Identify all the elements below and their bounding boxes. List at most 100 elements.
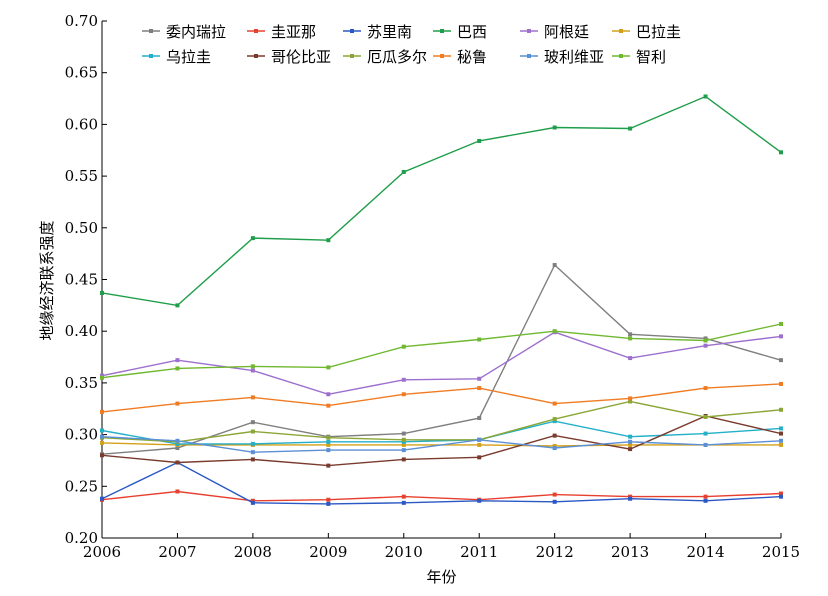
legend-marker <box>440 54 444 58</box>
x-tick-label: 2013 <box>611 543 649 561</box>
data-point <box>779 381 783 386</box>
data-point <box>779 438 783 443</box>
data-point <box>100 453 104 458</box>
data-point <box>779 334 783 339</box>
legend-item: 委内瑞拉 <box>142 23 226 41</box>
data-point <box>401 500 406 505</box>
legend-item: 秘鲁 <box>433 48 487 66</box>
data-point <box>477 138 482 143</box>
legend-item: 哥伦比亚 <box>247 48 331 66</box>
data-point <box>628 447 633 452</box>
data-point <box>477 386 482 391</box>
data-point <box>628 434 633 439</box>
series-line <box>101 95 782 307</box>
data-point <box>477 498 482 503</box>
legend-marker <box>254 29 258 33</box>
data-point <box>250 498 255 503</box>
data-point <box>175 438 180 443</box>
y-tick-label: 0.60 <box>65 115 98 133</box>
x-tick-label: 2014 <box>686 543 724 561</box>
series-line <box>101 331 782 396</box>
legend-label: 巴拉圭 <box>636 23 681 41</box>
data-point <box>326 365 331 370</box>
legend-label: 哥伦比亚 <box>271 48 331 66</box>
data-point <box>628 336 633 341</box>
series-12 <box>100 321 783 380</box>
series-line <box>101 415 782 467</box>
legend-label: 委内瑞拉 <box>166 23 226 41</box>
data-point <box>703 386 708 391</box>
data-point <box>250 500 255 505</box>
series-line <box>101 383 782 413</box>
legend-marker <box>350 29 354 33</box>
data-point <box>628 494 633 499</box>
legend-marker <box>527 54 531 58</box>
data-point <box>401 457 406 462</box>
series-line <box>101 461 782 505</box>
legend-label: 巴西 <box>457 23 487 41</box>
data-point <box>100 409 104 414</box>
series-line <box>101 420 782 445</box>
y-tick-label: 0.55 <box>65 167 98 185</box>
data-point <box>628 399 633 404</box>
data-point <box>779 491 783 496</box>
data-point <box>703 498 708 503</box>
data-point <box>175 460 180 465</box>
data-point <box>100 496 104 501</box>
legend-label: 苏里南 <box>367 23 412 41</box>
data-point <box>250 395 255 400</box>
data-point <box>779 321 783 326</box>
data-point <box>175 358 180 363</box>
data-point <box>401 442 406 447</box>
legend-marker <box>440 29 444 33</box>
data-point <box>250 457 255 462</box>
data-point <box>703 415 708 420</box>
data-point <box>477 416 482 421</box>
data-point <box>779 358 783 363</box>
data-point <box>250 420 255 425</box>
x-tick-label: 2015 <box>762 543 800 561</box>
y-tick-label: 0.25 <box>65 477 98 495</box>
x-tick-label: 2010 <box>385 543 423 561</box>
legend-label: 智利 <box>636 48 666 66</box>
data-point <box>326 463 331 468</box>
legend-marker <box>149 54 153 58</box>
data-point <box>175 401 180 406</box>
y-tick-label: 0.50 <box>65 219 98 237</box>
data-point <box>477 442 482 447</box>
series-3 <box>100 460 783 506</box>
plot-frame <box>101 21 781 539</box>
data-point <box>628 332 633 337</box>
data-point <box>401 377 406 382</box>
data-point <box>326 392 331 397</box>
legend-label: 秘鲁 <box>457 48 487 66</box>
data-point <box>703 343 708 348</box>
legend-item: 智利 <box>612 48 666 66</box>
series-10 <box>100 381 783 414</box>
data-point <box>552 446 557 451</box>
legend-marker <box>619 54 623 58</box>
x-tick-label: 2012 <box>536 543 574 561</box>
data-point <box>250 450 255 455</box>
data-point <box>703 94 708 99</box>
legend-label: 圭亚那 <box>271 23 316 41</box>
legend-marker <box>527 29 531 33</box>
legend-item: 阿根廷 <box>520 23 589 41</box>
data-point <box>401 494 406 499</box>
data-point <box>628 356 633 361</box>
data-point <box>326 403 331 408</box>
x-tick-label: 2006 <box>83 543 121 561</box>
data-point <box>477 376 482 381</box>
data-point <box>628 496 633 501</box>
y-tick-label: 0.45 <box>65 271 98 289</box>
data-point <box>326 442 331 447</box>
data-point <box>326 448 331 453</box>
legend-label: 阿根廷 <box>544 23 589 41</box>
data-point <box>250 236 255 241</box>
data-point <box>175 489 180 494</box>
data-point <box>477 455 482 460</box>
x-tick-label: 2007 <box>158 543 196 561</box>
y-tick-label: 0.40 <box>65 322 98 340</box>
